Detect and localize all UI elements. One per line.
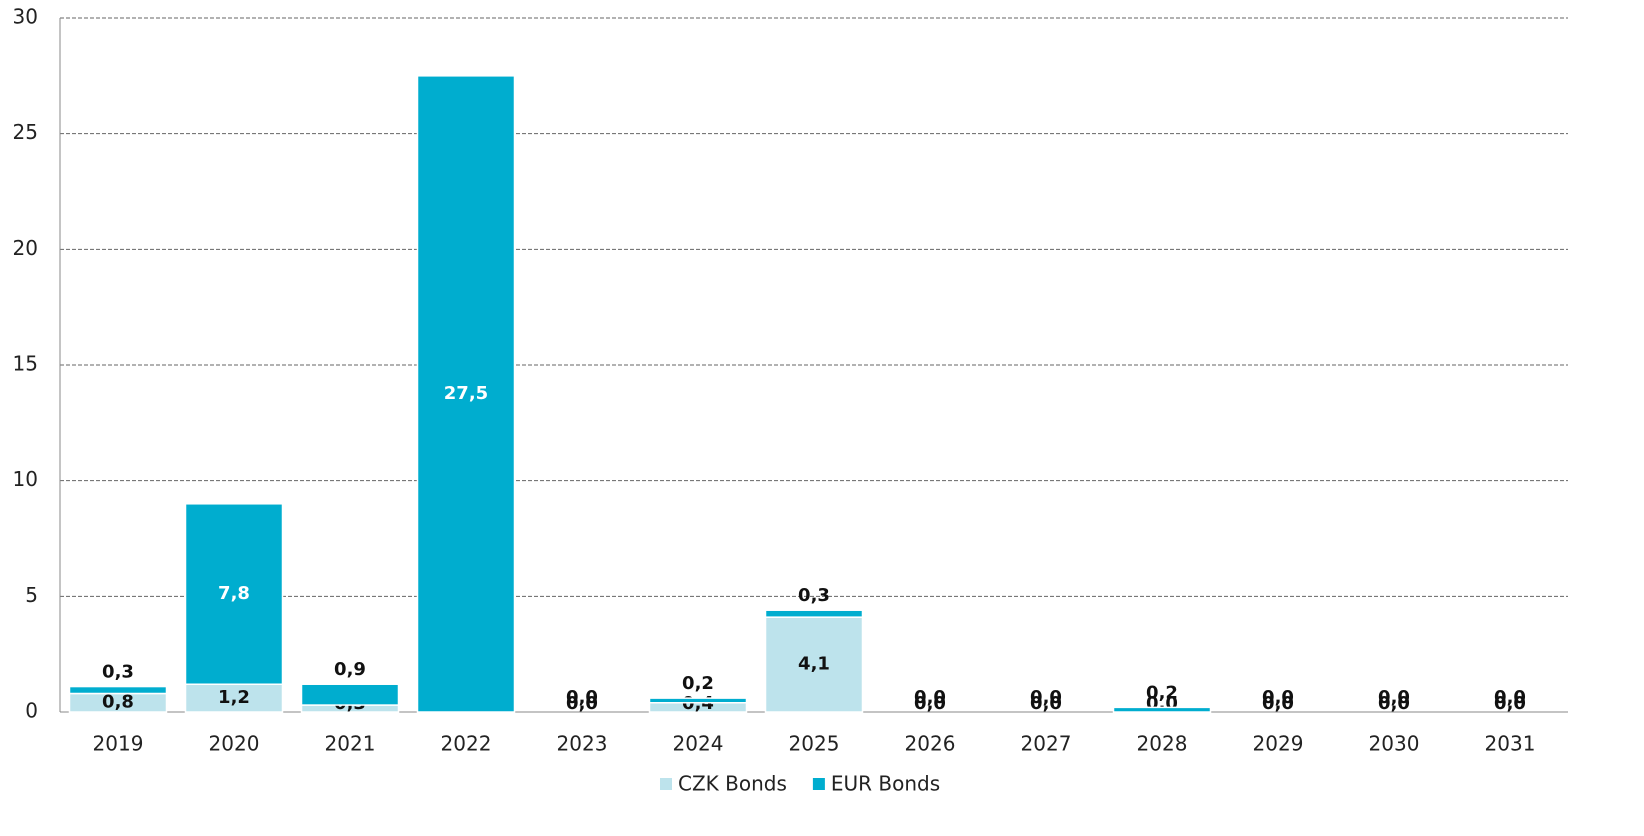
value-label: 0,3 <box>102 662 134 683</box>
value-label: 0,3 <box>798 585 830 606</box>
x-tick-label: 2025 <box>789 732 840 756</box>
value-label: 0,0 <box>1494 687 1526 708</box>
x-tick-label: 2021 <box>325 732 376 756</box>
bar-segment <box>416 75 516 713</box>
value-label: 0,0 <box>1494 693 1526 714</box>
legend-swatch <box>660 778 672 790</box>
value-label: 4,1 <box>798 654 830 675</box>
value-label: 0,2 <box>682 673 714 694</box>
legend-swatch <box>812 778 825 790</box>
value-label: 0,0 <box>1030 693 1062 714</box>
value-label: 27,5 <box>444 383 488 404</box>
bar-segment <box>648 697 748 704</box>
x-tick-label: 2030 <box>1369 732 1420 756</box>
value-label: 7,8 <box>218 583 250 604</box>
x-tick-label: 2029 <box>1253 732 1304 756</box>
x-tick-label: 2031 <box>1485 732 1536 756</box>
x-tick-label: 2024 <box>673 732 724 756</box>
legend-label: EUR Bonds <box>831 772 940 796</box>
y-tick-label: 5 <box>25 583 38 607</box>
legend-label: CZK Bonds <box>678 772 787 796</box>
y-tick-label: 25 <box>13 120 38 144</box>
value-label: 0,0 <box>1378 687 1410 708</box>
x-tick-label: 2020 <box>209 732 260 756</box>
bar-segment <box>184 503 284 685</box>
bar-segment <box>764 616 864 713</box>
bar-segment <box>1112 706 1212 713</box>
x-tick-label: 2019 <box>93 732 144 756</box>
value-label: 0,0 <box>1378 693 1410 714</box>
y-tick-label: 0 <box>25 699 38 723</box>
value-label: 0,0 <box>1030 687 1062 708</box>
value-label: 0,0 <box>1262 687 1294 708</box>
x-tick-label: 2026 <box>905 732 956 756</box>
value-label: 1,2 <box>218 687 250 708</box>
value-label: 0,0 <box>566 693 598 714</box>
value-label: 0,0 <box>914 693 946 714</box>
value-label: 0,0 <box>914 687 946 708</box>
y-tick-label: 20 <box>13 236 38 260</box>
value-label: 0,2 <box>1146 682 1178 703</box>
value-label: 0,8 <box>102 692 134 713</box>
y-tick-label: 10 <box>13 467 38 491</box>
value-label: 0,0 <box>566 687 598 708</box>
x-tick-label: 2028 <box>1137 732 1188 756</box>
bar-segment <box>764 609 864 618</box>
y-tick-label: 30 <box>13 5 38 29</box>
x-tick-label: 2022 <box>441 732 492 756</box>
bar-segment <box>300 683 400 706</box>
value-label: 0,9 <box>334 659 366 680</box>
x-tick-label: 2027 <box>1021 732 1072 756</box>
value-label: 0,4 <box>682 693 714 714</box>
bar-segment <box>68 685 168 695</box>
y-tick-label: 15 <box>13 352 38 376</box>
x-tick-label: 2023 <box>557 732 608 756</box>
value-label: 0,0 <box>1262 693 1294 714</box>
